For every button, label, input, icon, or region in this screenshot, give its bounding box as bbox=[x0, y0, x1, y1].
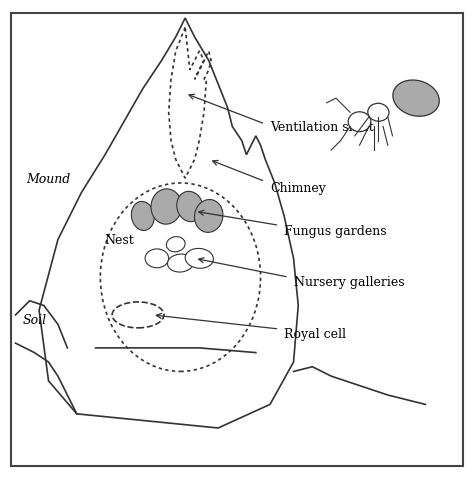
Ellipse shape bbox=[185, 249, 213, 269]
Text: Mound: Mound bbox=[27, 172, 71, 185]
Text: Nest: Nest bbox=[104, 233, 134, 247]
Text: Nursery galleries: Nursery galleries bbox=[293, 276, 404, 289]
Ellipse shape bbox=[151, 190, 182, 225]
Ellipse shape bbox=[167, 254, 193, 273]
Ellipse shape bbox=[145, 250, 169, 268]
Text: Fungus gardens: Fungus gardens bbox=[284, 224, 387, 237]
Ellipse shape bbox=[194, 200, 223, 233]
Text: Chimney: Chimney bbox=[270, 182, 326, 195]
Ellipse shape bbox=[166, 237, 185, 252]
Ellipse shape bbox=[393, 81, 439, 117]
Polygon shape bbox=[39, 19, 298, 428]
Ellipse shape bbox=[112, 302, 164, 328]
Text: Soil: Soil bbox=[22, 313, 46, 326]
Ellipse shape bbox=[348, 113, 371, 132]
Ellipse shape bbox=[177, 192, 203, 222]
Ellipse shape bbox=[368, 104, 389, 122]
Text: Ventilation shaft: Ventilation shaft bbox=[270, 120, 374, 133]
Text: Royal cell: Royal cell bbox=[284, 327, 346, 340]
Ellipse shape bbox=[131, 202, 154, 231]
